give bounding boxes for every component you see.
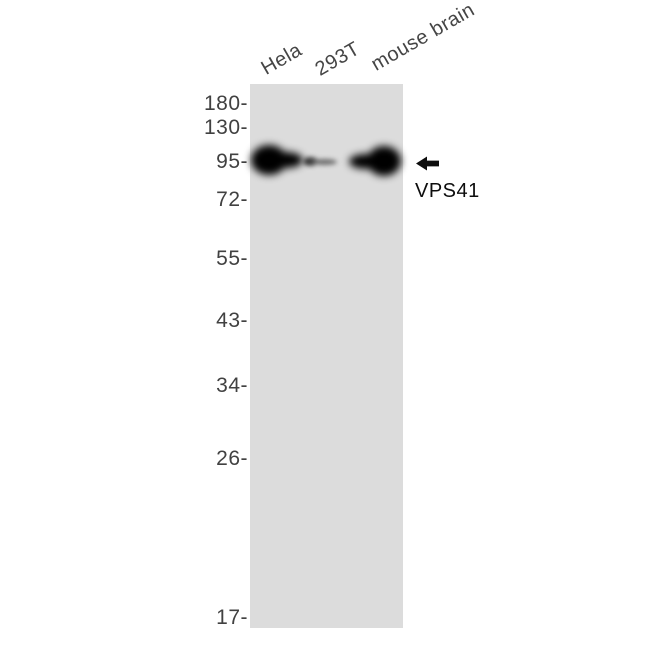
mw-marker-26: 26- [216, 447, 248, 470]
mw-marker-180: 180- [203, 92, 248, 115]
band-mouse-brain-strong [349, 146, 403, 178]
mw-marker-95: 95- [216, 150, 248, 173]
left-arrow-icon [416, 156, 439, 171]
lane-label-mouse-brain: mouse brain [367, 0, 479, 76]
mw-marker-17: 17- [216, 606, 248, 629]
mw-marker-130: 130- [203, 116, 248, 139]
lane-label-293t: 293T [311, 37, 364, 81]
band-blob [349, 154, 381, 169]
mw-marker-43: 43- [216, 309, 248, 332]
band-hela-strong [251, 145, 305, 177]
mw-marker-72: 72- [216, 188, 248, 211]
lane-label-hela: Hela [257, 38, 306, 80]
band-293t-weak [303, 156, 339, 168]
protein-label-vps41: VPS41 [415, 180, 480, 202]
mw-marker-55: 55- [216, 247, 248, 270]
band-blob [303, 157, 318, 166]
mw-marker-34: 34- [216, 374, 248, 397]
band-blob [270, 152, 303, 168]
band-blob [312, 159, 337, 165]
